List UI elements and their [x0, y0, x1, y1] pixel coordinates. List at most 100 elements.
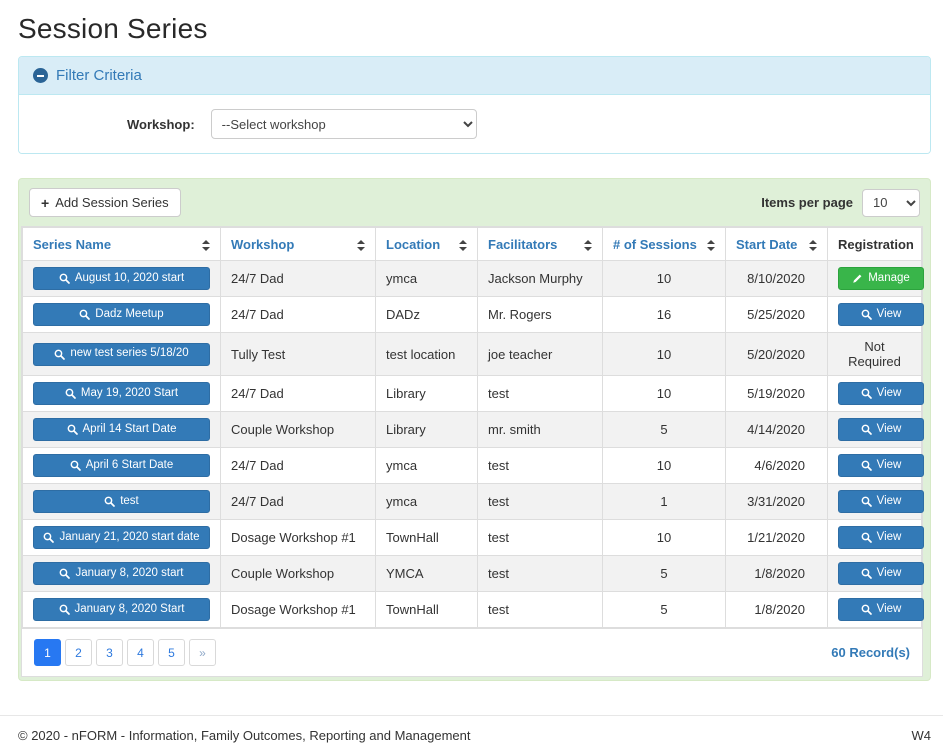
facilitators-cell: test [477, 375, 603, 412]
series-name-button[interactable]: January 8, 2020 start [33, 562, 210, 585]
footer: © 2020 - nFORM - Information, Family Out… [0, 715, 943, 755]
location-cell: TownHall [375, 591, 478, 628]
series-name-button[interactable]: test [33, 490, 210, 513]
facilitators-cell: Mr. Rogers [477, 296, 603, 333]
series-name-cell: April 14 Start Date [22, 411, 221, 448]
session-series-panel: + Add Session Series Items per page 10 S… [18, 178, 931, 681]
search-icon [861, 496, 872, 507]
page-button-3[interactable]: 3 [96, 639, 123, 666]
location-cell: Library [375, 411, 478, 448]
series-name-button[interactable]: January 21, 2020 start date [33, 526, 210, 549]
search-icon [861, 568, 872, 579]
series-name-label: January 21, 2020 start date [59, 530, 200, 543]
registration-cell: View [827, 375, 924, 412]
start-date-cell: 4/6/2020 [725, 447, 828, 484]
registration-button-label: View [876, 566, 902, 579]
page-button-1[interactable]: 1 [34, 639, 61, 666]
column-header-facilitators[interactable]: Facilitators [477, 227, 603, 261]
sort-icon [809, 239, 817, 251]
search-icon [70, 460, 81, 471]
series-name-cell: January 8, 2020 Start [22, 591, 221, 628]
facilitators-cell: test [477, 447, 603, 484]
registration-button-label: View [876, 458, 902, 471]
table-body: August 10, 2020 start 24/7 Dad ymca Jackson… [22, 260, 924, 628]
series-name-button[interactable]: August 10, 2020 start [33, 267, 210, 290]
series-name-cell: May 19, 2020 Start [22, 375, 221, 412]
filter-panel-body: Workshop: --Select workshop [19, 95, 930, 153]
view-registration-button[interactable]: View [838, 526, 924, 549]
workshop-select[interactable]: --Select workshop [210, 109, 477, 139]
column-header-of-sessions[interactable]: # of Sessions [602, 227, 726, 261]
series-name-button[interactable]: April 14 Start Date [33, 418, 210, 441]
table-row: Dadz Meetup 24/7 Dad DADz Mr. Rogers 16 5/25/… [22, 296, 924, 333]
manage-registration-button[interactable]: Manage [838, 267, 924, 290]
column-header-start-date[interactable]: Start Date [725, 227, 828, 261]
location-cell: ymca [375, 260, 478, 297]
series-name-button[interactable]: April 6 Start Date [33, 454, 210, 477]
view-registration-button[interactable]: View [838, 562, 924, 585]
start-date-cell: 1/21/2020 [725, 519, 828, 556]
footer-code: W4 [911, 728, 932, 743]
view-registration-button[interactable]: View [838, 418, 924, 441]
registration-button-label: View [876, 494, 902, 507]
workshop-cell: 24/7 Dad [220, 260, 376, 297]
column-header-label: Workshop [231, 236, 295, 252]
plus-icon: + [41, 194, 50, 211]
series-name-label: test [120, 494, 139, 507]
series-name-cell: Dadz Meetup [22, 296, 221, 333]
registration-button-label: View [876, 422, 902, 435]
series-name-label: August 10, 2020 start [74, 271, 185, 284]
table-row: January 21, 2020 start date Dosage Worksh… [22, 519, 924, 556]
page-button-4[interactable]: 4 [127, 639, 154, 666]
registration-cell: View [827, 591, 924, 628]
table-row: April 14 Start Date Couple Workshop Librar… [22, 411, 924, 448]
search-icon [861, 309, 872, 320]
registration-button-label: Manage [868, 271, 910, 284]
series-name-cell: new test series 5/18/20 [22, 332, 221, 376]
page-next-button[interactable]: » [189, 639, 216, 666]
view-registration-button[interactable]: View [838, 382, 924, 405]
column-header-workshop[interactable]: Workshop [220, 227, 376, 261]
column-header-series-name[interactable]: Series Name [22, 227, 221, 261]
series-name-button[interactable]: new test series 5/18/20 [33, 342, 210, 366]
pencil-icon [853, 274, 862, 283]
view-registration-button[interactable]: View [838, 598, 924, 621]
sort-icon [584, 239, 592, 251]
registration-button-label: View [876, 307, 902, 320]
add-session-series-label: Add Session Series [55, 195, 169, 210]
filter-panel-header[interactable]: Filter Criteria [19, 57, 930, 95]
page-button-5[interactable]: 5 [158, 639, 185, 666]
items-per-page-select[interactable]: 10 [862, 188, 920, 217]
facilitators-cell: joe teacher [477, 332, 603, 376]
page-button-2[interactable]: 2 [65, 639, 92, 666]
series-name-label: new test series 5/18/20 [70, 347, 189, 360]
series-name-label: April 14 Start Date [82, 422, 177, 435]
registration-button-label: View [876, 386, 902, 399]
workshop-cell: 24/7 Dad [220, 375, 376, 412]
sessions-cell: 10 [602, 332, 726, 376]
search-icon [79, 309, 91, 320]
location-cell: ymca [375, 447, 478, 484]
series-name-cell: January 21, 2020 start date [22, 519, 221, 556]
series-name-label: April 6 Start Date [85, 458, 174, 471]
sessions-cell: 5 [602, 555, 726, 592]
add-session-series-button[interactable]: + Add Session Series [29, 188, 181, 217]
series-name-button[interactable]: Dadz Meetup [33, 303, 210, 326]
view-registration-button[interactable]: View [838, 303, 924, 326]
table-row: January 8, 2020 start Couple Workshop YMCA… [22, 555, 924, 592]
series-name-button[interactable]: May 19, 2020 Start [33, 382, 210, 405]
workshop-cell: 24/7 Dad [220, 296, 376, 333]
start-date-cell: 3/31/2020 [725, 483, 828, 520]
series-name-button[interactable]: January 8, 2020 Start [33, 598, 210, 621]
panel-toolbar: + Add Session Series Items per page 10 [21, 179, 923, 226]
view-registration-button[interactable]: View [838, 454, 924, 477]
page-title: Session Series [18, 13, 208, 44]
series-name-label: January 8, 2020 Start [74, 602, 185, 615]
items-per-page: Items per page 10 [761, 188, 920, 217]
collapse-minus-icon[interactable] [33, 68, 48, 83]
start-date-cell: 5/25/2020 [725, 296, 828, 333]
search-icon [861, 388, 872, 399]
registration-cell: View [827, 555, 924, 592]
view-registration-button[interactable]: View [838, 490, 924, 513]
column-header-location[interactable]: Location [375, 227, 478, 261]
